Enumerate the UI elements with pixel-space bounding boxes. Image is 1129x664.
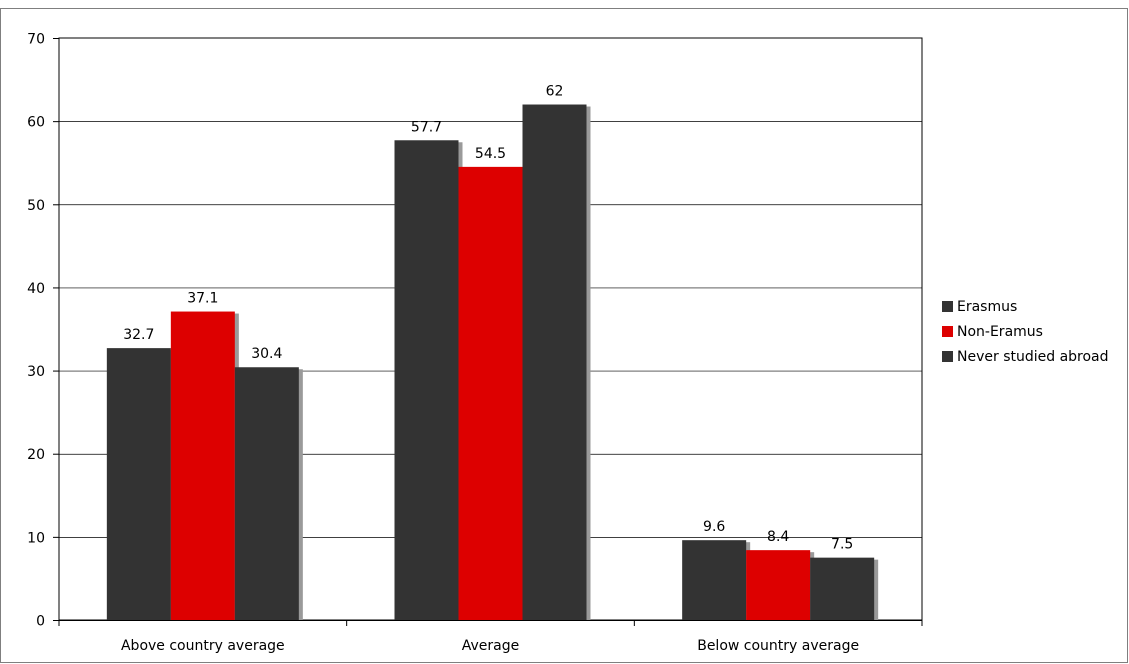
data-label: 30.4 — [251, 346, 282, 362]
bar — [107, 348, 171, 620]
bar — [395, 140, 459, 620]
bar — [171, 312, 235, 620]
data-label: 37.1 — [187, 291, 218, 307]
legend-label-erasmus: Erasmus — [957, 299, 1017, 315]
data-label: 62 — [546, 84, 564, 100]
data-label: 32.7 — [123, 327, 154, 343]
bar — [235, 367, 299, 620]
legend-item-never-studied-abroad: Never studied abroad — [942, 344, 1109, 369]
y-tick-label: 70 — [27, 32, 45, 48]
y-tick-label: 50 — [27, 198, 45, 214]
legend-label-non-eramus: Non-Eramus — [957, 324, 1043, 340]
bar — [459, 167, 523, 620]
data-label: 7.5 — [831, 537, 853, 553]
data-label: 8.4 — [767, 529, 789, 545]
x-category-label: Above country average — [121, 638, 285, 654]
bar — [682, 540, 746, 620]
y-tick-label: 30 — [27, 364, 45, 380]
data-label: 9.6 — [703, 519, 725, 535]
legend-item-erasmus: Erasmus — [942, 294, 1109, 319]
legend-swatch-never-studied-abroad — [942, 351, 953, 362]
y-tick-label: 40 — [27, 281, 45, 297]
legend-label-never-studied-abroad: Never studied abroad — [957, 349, 1109, 365]
bar — [523, 105, 587, 620]
y-tick-label: 0 — [36, 614, 45, 630]
data-label: 54.5 — [475, 146, 506, 162]
legend: Erasmus Non-Eramus Never studied abroad — [942, 294, 1109, 369]
y-tick-label: 10 — [27, 530, 45, 546]
legend-swatch-non-eramus — [942, 326, 953, 337]
bar — [810, 558, 874, 620]
y-tick-label: 20 — [27, 447, 45, 463]
legend-swatch-erasmus — [942, 301, 953, 312]
x-category-label: Average — [462, 638, 520, 654]
x-category-label: Below country average — [697, 638, 859, 654]
data-label: 57.7 — [411, 119, 442, 135]
legend-item-non-eramus: Non-Eramus — [942, 319, 1109, 344]
y-tick-label: 60 — [27, 115, 45, 131]
bar — [746, 550, 810, 620]
